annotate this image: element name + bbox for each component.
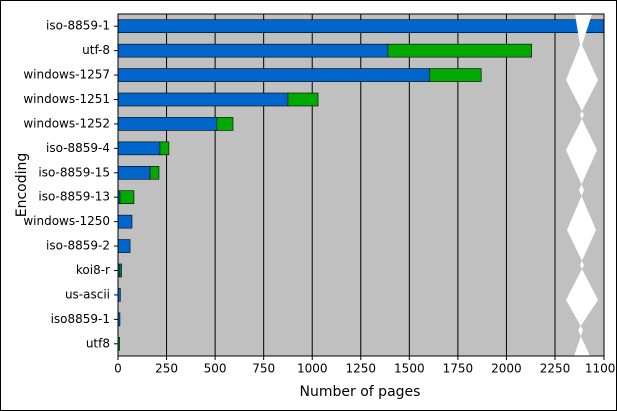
x-tick-label: 0 bbox=[114, 362, 122, 376]
bar bbox=[159, 141, 170, 156]
bar bbox=[387, 43, 532, 58]
y-tick-label: windows-1252 bbox=[23, 116, 110, 130]
bar bbox=[216, 117, 234, 131]
bar bbox=[117, 68, 431, 82]
x-tick-label: 500 bbox=[204, 362, 227, 376]
y-tick-label: windows-1257 bbox=[23, 68, 110, 82]
y-tick-label: utf-8 bbox=[82, 43, 110, 57]
y-tick-label: iso8859-1 bbox=[51, 312, 110, 326]
bar bbox=[117, 214, 133, 229]
bar bbox=[117, 165, 151, 180]
x-tick-label: 1000 bbox=[297, 362, 328, 376]
x-axis-label: Number of pages bbox=[300, 384, 421, 400]
x-tick-label: 2000 bbox=[491, 362, 522, 376]
bar bbox=[119, 190, 135, 205]
y-tick-label: iso-8859-1 bbox=[46, 19, 110, 33]
bar bbox=[149, 165, 160, 180]
bar bbox=[117, 117, 218, 131]
x-tick-label: 250 bbox=[155, 362, 178, 376]
bar bbox=[117, 43, 389, 58]
y-tick-label: us-ascii bbox=[65, 287, 110, 301]
bar bbox=[119, 263, 122, 278]
y-tick-label: windows-1251 bbox=[23, 92, 110, 106]
x-tick-label: 2250 bbox=[540, 362, 571, 376]
y-tick-label: iso-8859-15 bbox=[38, 165, 110, 179]
y-tick-label: iso-8859-4 bbox=[46, 141, 110, 155]
x-tick-label: 750 bbox=[252, 362, 275, 376]
x-tick-label: 1750 bbox=[443, 362, 474, 376]
y-tick-label: utf8 bbox=[86, 336, 110, 350]
bar bbox=[117, 239, 131, 253]
y-tick-label: windows-1250 bbox=[23, 214, 110, 228]
y-tick-label: iso-8859-2 bbox=[46, 239, 110, 253]
bar bbox=[117, 141, 161, 156]
x-tick-label: 11000 bbox=[585, 362, 617, 376]
bar bbox=[117, 19, 605, 34]
y-tick-label: koi8-r bbox=[76, 263, 110, 277]
bar bbox=[117, 92, 289, 107]
bar bbox=[429, 68, 482, 82]
x-tick-label: 1500 bbox=[394, 362, 425, 376]
bar bbox=[287, 92, 319, 107]
axis-break bbox=[566, 14, 598, 356]
y-axis-label: Encoding bbox=[14, 153, 30, 218]
y-tick-label: iso-8859-13 bbox=[38, 190, 110, 204]
x-tick-label: 1250 bbox=[346, 362, 377, 376]
